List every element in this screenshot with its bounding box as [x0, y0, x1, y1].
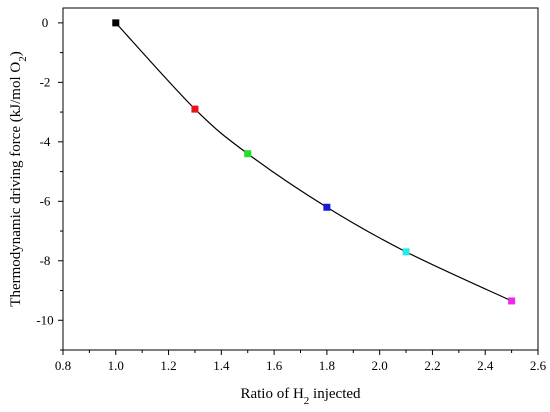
y-axis-ticks: 0 -2 -4 -6 -8 -10	[36, 15, 63, 351]
x-tick-label: 1.4	[213, 358, 230, 373]
x-tick-label: 1.8	[319, 358, 335, 373]
plot-area-border	[62, 7, 539, 351]
x-tick-label: 0.8	[55, 358, 71, 373]
data-point-marker	[402, 248, 410, 256]
y-tick-label: -8	[40, 253, 51, 268]
data-point-marker	[323, 203, 331, 211]
y-tick-label: -6	[40, 193, 51, 208]
y-tick-label: -2	[40, 74, 51, 89]
x-axis-title: Ratio of H2 injected	[240, 386, 361, 407]
x-axis-ticks: 0.8 1.0 1.2 1.4 1.6 1.8 2.0 2.2 2.4 2.6	[55, 350, 547, 373]
y-tick-label: -10	[36, 312, 53, 327]
x-tick-label: 1.6	[266, 358, 283, 373]
x-tick-label: 1.2	[160, 358, 176, 373]
plot-frame	[62, 7, 539, 351]
x-tick-label: 2.4	[477, 358, 494, 373]
series-line	[115, 22, 512, 302]
x-tick-label: 1.0	[108, 358, 124, 373]
data-point-marker	[112, 19, 120, 27]
series-layer	[112, 19, 516, 305]
y-axis-title: Thermodynamic driving force (kJ/mol O2)	[8, 51, 29, 306]
y-tick-label: 0	[42, 15, 49, 30]
data-point-marker	[508, 297, 516, 305]
x-tick-label: 2.6	[530, 358, 547, 373]
y-tick-label: -4	[40, 134, 51, 149]
x-tick-label: 2.2	[424, 358, 440, 373]
data-point-marker	[244, 150, 252, 158]
data-point-marker	[191, 105, 199, 113]
x-tick-label: 2.0	[372, 358, 388, 373]
